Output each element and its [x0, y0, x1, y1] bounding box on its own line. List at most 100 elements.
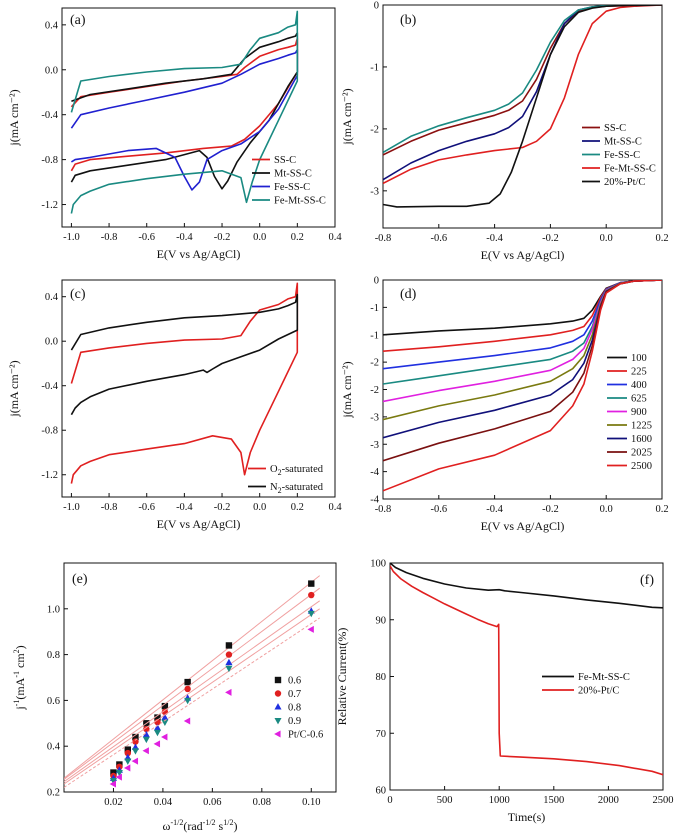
x-tick-label: 1000: [489, 795, 510, 806]
fit-line-0.9: [64, 608, 320, 785]
y-tick-label: -3: [370, 412, 379, 423]
y-tick-label: 0.4: [47, 742, 61, 753]
legend-label-part: -saturated: [282, 464, 324, 475]
legend-label-part: N: [270, 482, 278, 493]
legend-marker: [274, 690, 282, 697]
series-group: [70, 10, 299, 214]
legend-label: O2-saturated: [270, 464, 324, 477]
series-line-Mt-SS-C: [70, 31, 299, 190]
data-point: [307, 625, 314, 633]
y-tick-label: -2: [370, 124, 379, 135]
x-tick-label: 500: [437, 795, 453, 806]
x-tick-label: -0.2: [214, 232, 231, 243]
x-axis-title: E(V vs Ag/AgCl): [157, 247, 241, 261]
panel-d: -0.8 -0.6 -0.4 -0.2 0.0 0.2 -4 -4 -3 -3 -2 -2 -1 -1 0 (…: [340, 276, 669, 534]
y-axis-title: j(mA cm⁻²): [340, 361, 354, 418]
legend-label: Fe-SS-C: [274, 182, 310, 193]
data-point: [161, 719, 169, 726]
legend-label: 0.8: [288, 703, 301, 714]
legend-label: Fe-Mt-SS-C: [578, 672, 630, 683]
legend-label: 625: [631, 394, 647, 405]
x-tick-label: -0.2: [542, 233, 559, 244]
x-tick-label: -0.4: [176, 232, 193, 243]
legend-label: Mt-SS-C: [604, 137, 642, 148]
data-point: [225, 642, 233, 649]
y-tick-label: -3: [370, 440, 379, 451]
legend-label: 225: [631, 367, 647, 378]
y-axis-title-part: cm: [13, 653, 27, 671]
x-tick-label: 0.08: [253, 797, 271, 808]
x-tick-label: -0.8: [375, 504, 392, 515]
legend-label: 1600: [631, 434, 652, 445]
series-line-20%-Pt/C: [390, 565, 663, 776]
x-axis-title-part: 1/2: [223, 818, 233, 827]
x-tick-label: 0.10: [302, 797, 320, 808]
legend-label: 100: [631, 353, 647, 364]
x-axis-title: Time(s): [508, 810, 546, 824]
y-tick-label: 0.6: [47, 696, 60, 707]
y-tick-label: -0.8: [41, 155, 58, 166]
data-point: [225, 651, 233, 658]
series-line-Fe-SS-C: [70, 48, 299, 191]
legend-marker: [274, 717, 282, 725]
data-point: [184, 685, 191, 693]
y-tick-label: -1.2: [41, 200, 58, 211]
y-tick-label: 0.0: [45, 337, 58, 348]
data-point: [183, 717, 191, 725]
x-tick-label: 2000: [598, 795, 619, 806]
legend: 0.6 0.7 0.8 0.9 Pt/C-0.6: [274, 676, 323, 741]
y-axis-title: j(mA cm⁻²): [340, 88, 354, 145]
data-point: [161, 713, 169, 721]
series-line-Fe-Mt-SS-C: [383, 5, 662, 185]
y-tick-label: -1: [370, 62, 379, 73]
data-point: [124, 746, 131, 753]
series-line-900: [383, 280, 662, 403]
legend-marker: [274, 703, 282, 710]
x-axis-title-part: -1/2: [170, 818, 183, 827]
data-point: [225, 665, 233, 673]
data-point: [124, 758, 132, 765]
data-point: [153, 729, 161, 737]
y-tick-label: 70: [376, 729, 387, 740]
x-tick-label: 0.0: [600, 504, 613, 515]
legend-label-part: O: [270, 464, 278, 475]
panel-label: (b): [400, 13, 417, 28]
series-line-Fe-Mt-SS-C: [70, 10, 299, 214]
x-tick-label: 0.2: [655, 233, 668, 244]
panel-b: -0.8 -0.6 -0.4 -0.2 0.0 0.2 -3 -2 -1 0 (b) E(V vs A…: [340, 1, 669, 263]
legend-label: Fe-Mt-SS-C: [274, 196, 326, 207]
series-line-2500: [383, 280, 662, 492]
data-point: [154, 714, 161, 721]
data-point: [184, 678, 191, 686]
y-tick-label: 1.0: [47, 604, 60, 615]
x-tick-label: -0.8: [375, 233, 392, 244]
data-point: [153, 740, 161, 748]
series-line-1600: [383, 280, 662, 439]
x-tick-label: 0.0: [600, 233, 613, 244]
x-tick-label: 0.06: [203, 797, 221, 808]
x-axis-title: E(V vs Ag/AgCl): [481, 519, 565, 533]
data-point: [153, 724, 161, 731]
x-tick-label: -0.6: [138, 232, 155, 243]
y-tick-label: -1: [370, 330, 379, 341]
x-tick-label: 0: [387, 795, 392, 806]
series-line-O₂-saturated: [70, 282, 299, 484]
panel-label: (e): [72, 572, 88, 587]
y-tick-label: -0.4: [41, 381, 58, 392]
x-tick-label: 0.2: [291, 232, 304, 243]
y-tick-label: 0.8: [47, 650, 60, 661]
data-point: [109, 777, 117, 785]
legend-label: N2-saturated: [270, 482, 324, 495]
legend-label: Pt/C-0.6: [288, 730, 323, 741]
y-tick-label: 60: [376, 786, 387, 797]
x-tick-label: -0.4: [486, 233, 503, 244]
series-line-20%-Pt/C: [383, 5, 662, 208]
legend-marker: [274, 676, 282, 684]
series-group: [70, 282, 299, 484]
series-line-400: [383, 280, 662, 370]
x-tick-label: -1.0: [63, 502, 80, 513]
legend-label: 2500: [631, 461, 652, 472]
panel-e: 0.02 0.04 0.06 0.08 0.100.20.40.60.81.0(e)ω-…: [12, 562, 337, 833]
data-point: [131, 748, 139, 755]
y-tick-label: 0: [374, 276, 379, 287]
